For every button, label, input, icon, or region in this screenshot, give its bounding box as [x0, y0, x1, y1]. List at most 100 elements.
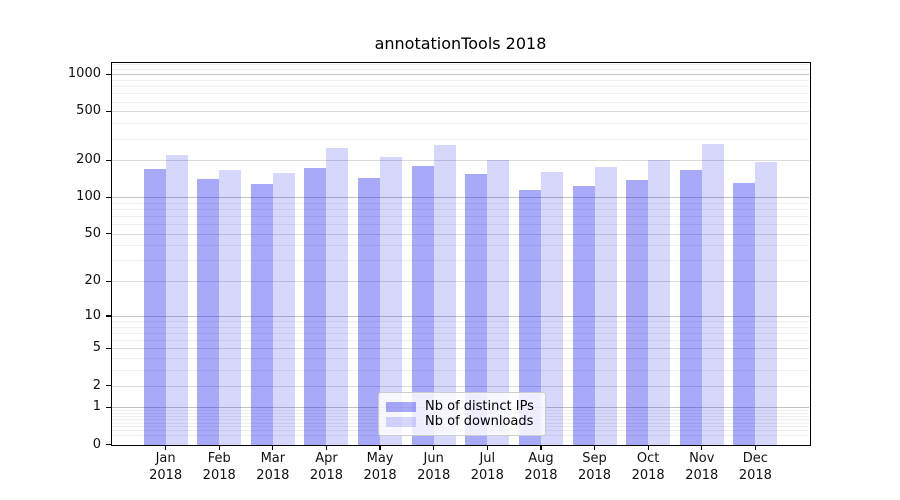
- legend-swatch: [386, 416, 416, 427]
- y-tick-mark: [106, 196, 112, 198]
- x-tick-mark: [647, 444, 649, 450]
- gridline-minor: [112, 370, 809, 372]
- x-tick-label: Jun 2018: [417, 451, 451, 483]
- gridline-minor: [112, 93, 809, 95]
- y-tick-mark: [106, 73, 112, 75]
- x-tick-mark: [486, 444, 488, 450]
- bar: [433, 145, 456, 445]
- x-tick-label: Aug 2018: [524, 451, 558, 483]
- bar: [594, 167, 617, 445]
- x-tick-label: Dec 2018: [738, 451, 772, 483]
- gridline-minor: [112, 260, 809, 262]
- y-tick-label: 1: [92, 399, 101, 415]
- x-tick-label: Jul 2018: [470, 451, 504, 483]
- gridline: [112, 74, 809, 76]
- y-tick-mark: [106, 385, 112, 387]
- plot-area: [112, 63, 809, 445]
- x-tick-label: May 2018: [363, 451, 397, 483]
- bar: [358, 178, 381, 445]
- x-tick-mark: [593, 444, 596, 450]
- y-tick-mark: [106, 443, 112, 446]
- bar: [304, 168, 327, 445]
- x-tick-label: Feb 2018: [202, 451, 236, 483]
- x-tick-mark: [540, 444, 542, 450]
- bar: [250, 184, 273, 445]
- bar: [733, 182, 756, 445]
- x-tick-mark: [379, 444, 381, 450]
- gridline: [112, 233, 809, 235]
- legend-item-distinct-ips: Nb of distinct IPs: [386, 399, 538, 414]
- y-tick-label: 1000: [67, 66, 101, 82]
- y-tick-label: 0: [92, 436, 101, 452]
- gridline: [112, 385, 809, 387]
- x-tick-label: Nov 2018: [685, 451, 719, 483]
- y-tick-mark: [106, 280, 112, 282]
- x-tick-label: Mar 2018: [256, 451, 290, 483]
- bar: [518, 190, 541, 445]
- gridline-minor: [112, 138, 809, 140]
- gridline-minor: [112, 208, 809, 210]
- x-tick-label: Jan 2018: [149, 451, 183, 483]
- gridline: [112, 348, 809, 350]
- x-tick-mark: [701, 444, 703, 450]
- bar: [487, 159, 510, 445]
- x-tick-label: Sep 2018: [577, 451, 612, 483]
- gridline-minor: [112, 358, 809, 360]
- gridline-minor: [112, 101, 809, 103]
- bar: [755, 162, 778, 445]
- bar: [411, 166, 434, 445]
- x-tick-mark: [272, 444, 274, 450]
- bar: [626, 180, 649, 445]
- bar: [380, 156, 403, 445]
- gridline: [112, 281, 809, 283]
- y-tick-mark: [106, 315, 112, 317]
- gridline-minor: [112, 224, 809, 226]
- gridline-minor: [112, 64, 809, 66]
- x-tick-mark: [325, 444, 328, 450]
- bar: [572, 185, 595, 445]
- gridline: [112, 197, 809, 199]
- y-tick-label: 100: [76, 189, 101, 205]
- y-tick-label: 50: [84, 225, 101, 241]
- x-tick-mark: [754, 444, 756, 450]
- legend-label: Nb of distinct IPs: [425, 399, 534, 414]
- bar: [540, 172, 563, 445]
- gridline-minor: [112, 216, 809, 217]
- y-tick-label: 200: [76, 152, 101, 168]
- gridline-minor: [112, 245, 809, 247]
- y-tick-mark: [106, 110, 112, 112]
- y-tick-mark: [106, 347, 112, 350]
- gridline-minor: [112, 69, 809, 71]
- y-tick-mark: [106, 233, 112, 235]
- bar: [165, 155, 188, 445]
- y-tick-label: 2: [92, 377, 101, 393]
- gridline-minor: [112, 321, 809, 323]
- x-tick-mark: [433, 444, 435, 450]
- gridline-minor: [112, 79, 809, 81]
- y-tick-label: 500: [76, 103, 101, 119]
- gridline: [112, 111, 809, 113]
- gridline-minor: [112, 326, 809, 328]
- chart-title: annotationTools 2018: [374, 34, 547, 53]
- y-tick-mark: [106, 159, 112, 161]
- bar: [272, 173, 295, 445]
- gridline: [112, 315, 809, 317]
- gridline-minor: [112, 86, 809, 88]
- y-tick-mark: [106, 406, 112, 408]
- y-tick-label: 5: [92, 340, 101, 356]
- bar: [465, 174, 488, 445]
- x-tick-label: Apr 2018: [309, 451, 343, 483]
- bar: [701, 144, 724, 445]
- legend-label: Nb of downloads: [425, 414, 534, 429]
- gridline: [112, 160, 809, 162]
- bar: [679, 170, 702, 445]
- x-tick-label: Oct 2018: [631, 451, 665, 483]
- gridline-minor: [112, 333, 809, 335]
- bar: [219, 169, 242, 445]
- x-tick-mark: [165, 444, 167, 450]
- legend: Nb of distinct IPs Nb of downloads: [378, 392, 546, 436]
- bar: [197, 179, 220, 445]
- y-tick-label: 10: [84, 307, 101, 323]
- bar: [648, 160, 671, 445]
